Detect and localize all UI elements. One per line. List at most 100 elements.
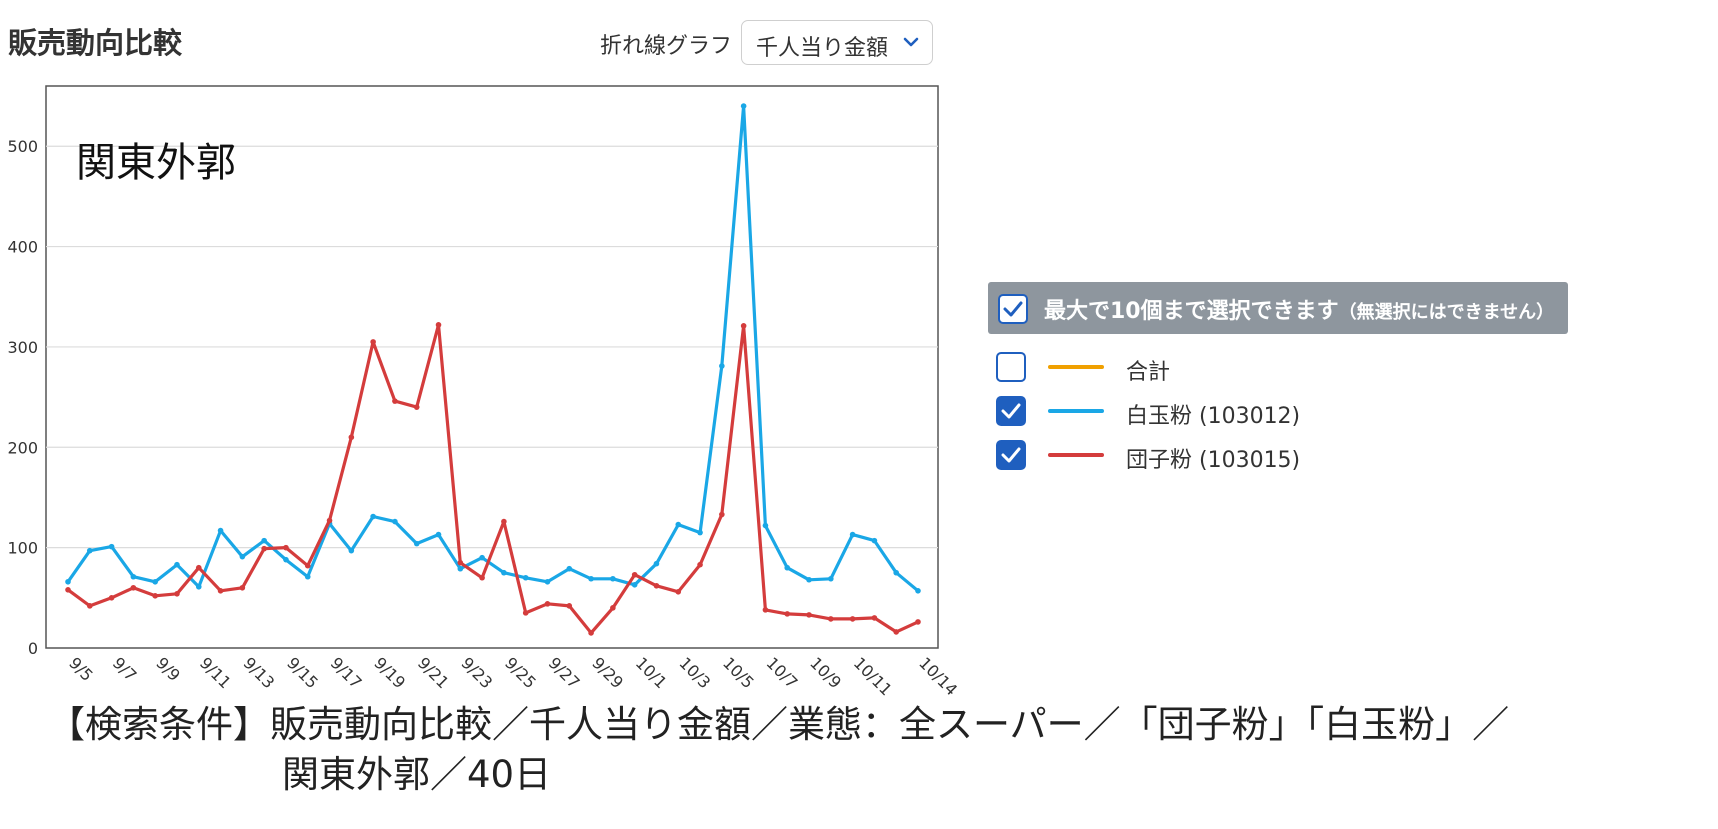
series-0-point <box>108 543 115 550</box>
series-1-point <box>174 591 180 597</box>
page-title: 販売動向比較 <box>8 26 183 60</box>
series-1-point <box>457 559 464 566</box>
x-tick-label: 9/11 <box>196 653 235 692</box>
x-tick-label: 10/14 <box>915 653 960 699</box>
legend-header: 最大で10個まで選択できます（無選択にはできません） <box>988 282 1568 334</box>
series-0-point <box>675 521 682 528</box>
legend-swatch-shiratamako <box>1048 409 1104 413</box>
chart-title: 関東外郭 <box>76 140 236 186</box>
series-0-point <box>283 556 289 563</box>
series-1-point <box>239 584 246 591</box>
series-1-point <box>784 611 791 617</box>
series-0-point <box>697 529 703 536</box>
series-0-point <box>86 547 93 554</box>
series-1-point <box>610 605 616 611</box>
series-0-point <box>304 573 311 580</box>
series-0-point <box>740 103 747 109</box>
series-0-point <box>806 576 812 583</box>
series-1-point <box>130 584 137 591</box>
y-tick-label: 200 <box>7 438 38 457</box>
series-1-point <box>435 322 442 328</box>
series-0-point <box>588 575 594 582</box>
legend-checkbox-total[interactable] <box>996 352 1026 382</box>
y-tick-label: 500 <box>7 137 38 156</box>
series-1-point <box>588 630 594 636</box>
x-tick-label: 10/5 <box>719 653 758 692</box>
series-0-point <box>130 573 137 580</box>
metric-select[interactable]: 千人当り金額 <box>741 20 933 65</box>
x-tick-label: 10/3 <box>675 653 714 692</box>
y-tick-label: 300 <box>7 338 38 357</box>
series-0-point <box>413 540 420 547</box>
series-1-point <box>413 404 420 410</box>
legend-item-shiratamako[interactable]: 白玉粉 (103012) <box>996 394 1556 429</box>
x-tick-label: 9/19 <box>370 653 409 692</box>
x-tick-label: 9/21 <box>414 653 453 692</box>
legend-label-dangoko: 団子粉 (103015) <box>1126 448 1301 473</box>
x-tick-label: 9/5 <box>65 653 97 685</box>
series-0-point <box>65 578 71 585</box>
series-1-point <box>828 616 834 622</box>
series-1-point <box>893 629 900 635</box>
series-0-point <box>610 575 616 582</box>
series-1-point <box>762 607 769 613</box>
series-1-point <box>544 601 551 607</box>
series-1-point <box>675 589 682 595</box>
series-0-point <box>217 527 224 534</box>
legend-item-total[interactable]: 合計 <box>996 350 1556 385</box>
series-1-point <box>697 561 703 568</box>
series-1-point <box>370 339 376 345</box>
series-0-point <box>544 578 551 585</box>
series-0-point <box>370 513 376 520</box>
series-1-point <box>304 562 311 569</box>
series-1-point <box>326 517 333 524</box>
x-tick-label: 9/27 <box>545 653 584 692</box>
series-1-point <box>522 610 529 616</box>
series-0-point <box>152 578 158 585</box>
series-0-point <box>762 522 769 529</box>
series-1-point <box>195 564 202 571</box>
search-conditions-caption: 【検索条件】販売動向比較／千人当り金額／業態：全スーパー／「団子粉」「白玉粉」／… <box>48 700 1509 800</box>
x-tick-label: 9/9 <box>152 653 184 685</box>
series-0-point <box>435 531 442 538</box>
legend-item-dangoko[interactable]: 団子粉 (103015) <box>996 438 1556 473</box>
series-1-point <box>566 603 573 609</box>
series-1-point <box>108 595 115 601</box>
series-0-point <box>261 537 267 544</box>
series-0-point <box>828 575 834 582</box>
series-1-point <box>261 545 267 552</box>
series-1-point <box>86 603 93 609</box>
series-1-point <box>653 582 660 589</box>
x-tick-label: 10/9 <box>806 653 845 692</box>
x-tick-label: 9/17 <box>327 653 366 692</box>
series-0-point <box>239 553 246 560</box>
series-1-point <box>915 619 921 625</box>
series-1-point <box>152 593 158 599</box>
x-tick-label: 9/29 <box>588 653 627 692</box>
y-tick-label: 400 <box>7 238 38 257</box>
series-1-point <box>631 571 638 578</box>
caption-line-2: 関東外郭／40日 <box>282 753 552 796</box>
series-1-point <box>501 518 507 525</box>
chart-type-label: 折れ線グラフ <box>600 34 733 59</box>
series-1-point <box>740 323 747 329</box>
y-tick-label: 100 <box>7 539 38 558</box>
series-1-point <box>479 574 485 581</box>
legend-header-text: 最大で10個まで選択できます（無選択にはできません） <box>1044 293 1554 325</box>
legend-label-shiratamako: 白玉粉 (103012) <box>1126 404 1301 429</box>
legend-checkbox-dangoko[interactable] <box>996 440 1026 470</box>
series-1-point <box>871 615 878 621</box>
select-all-checkbox[interactable] <box>998 294 1028 324</box>
x-tick-label: 10/11 <box>850 653 896 699</box>
series-0-point <box>479 554 485 561</box>
legend-header-main: 最大で10個まで選択できます <box>1044 299 1339 324</box>
series-0-point <box>719 363 725 369</box>
y-tick-label: 0 <box>28 639 38 658</box>
x-tick-label: 10/7 <box>763 653 802 692</box>
series-1-point <box>217 587 224 594</box>
series-1-point <box>806 612 812 618</box>
legend-swatch-total <box>1048 365 1104 369</box>
legend-checkbox-shiratamako[interactable] <box>996 396 1026 426</box>
series-0-point <box>501 569 507 576</box>
